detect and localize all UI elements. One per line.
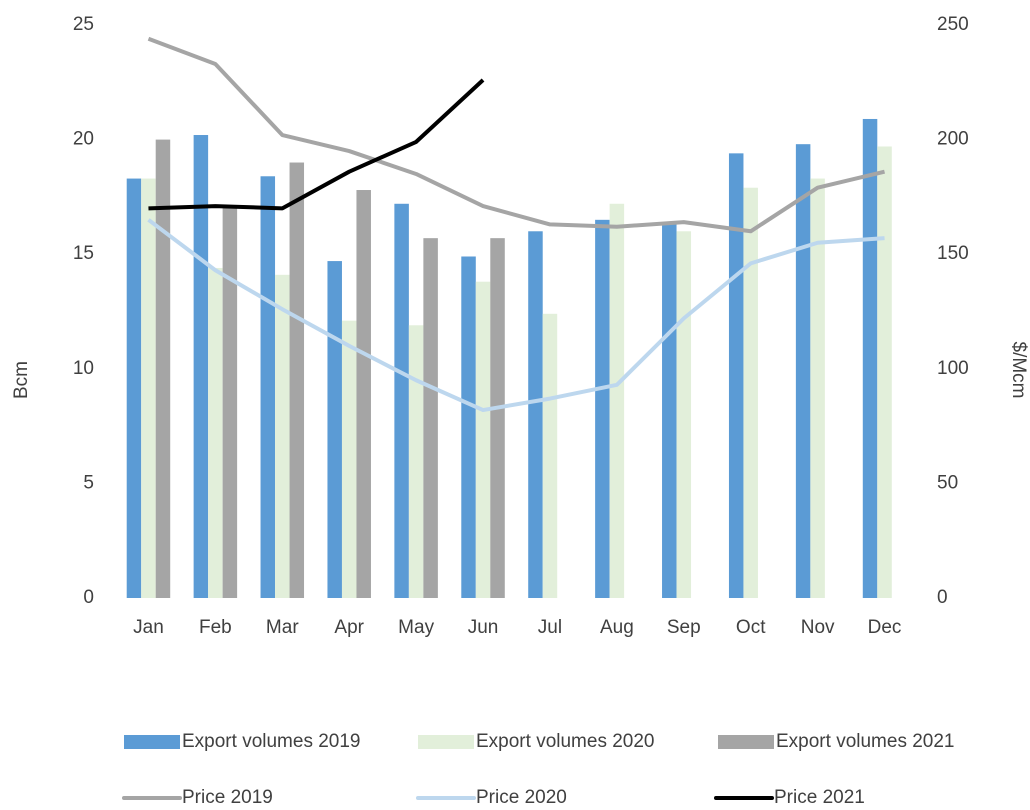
bar: [394, 203, 409, 598]
line: [147, 218, 885, 413]
bar: [289, 162, 305, 598]
x-tick-label: Aug: [600, 617, 634, 638]
bar: [490, 238, 505, 598]
bar: [595, 219, 610, 598]
bar: [877, 146, 892, 598]
y2-tick-label: 0: [937, 587, 948, 608]
bar: [327, 261, 342, 598]
bar: [743, 187, 758, 598]
bar: [810, 178, 825, 598]
bar: [408, 325, 424, 598]
y-tick-label: 25: [73, 14, 94, 35]
y2-tick-label: 150: [937, 243, 969, 264]
bar: [141, 178, 156, 598]
x-tick-label: Jun: [468, 617, 499, 638]
legend-label: Price 2019: [182, 787, 273, 808]
y-tick-label: 0: [83, 587, 94, 608]
bar: [155, 139, 171, 598]
legend-label: Export volumes 2019: [182, 731, 361, 752]
bar: [208, 267, 223, 598]
bar: [795, 144, 811, 598]
legend-swatch: [124, 735, 180, 749]
y2-tick-label: 200: [937, 129, 969, 150]
bar: [676, 231, 692, 598]
x-tick-label: Jul: [538, 617, 562, 638]
legend-swatch: [418, 735, 474, 749]
y2-tick-label: 100: [937, 358, 969, 379]
x-tick-label: Dec: [868, 617, 902, 638]
y-tick-label: 10: [73, 358, 94, 379]
legend-label: Export volumes 2020: [476, 731, 655, 752]
y2-axis-label: $/Mcm: [1008, 342, 1029, 399]
bar: [341, 320, 357, 598]
y-tick-label: 15: [73, 243, 94, 264]
bar: [126, 178, 142, 598]
bar: [728, 153, 744, 599]
bar: [222, 206, 238, 598]
legend-label: Export volumes 2021: [776, 731, 955, 752]
x-tick-label: Apr: [334, 617, 364, 638]
bar: [542, 313, 558, 598]
x-tick-label: May: [398, 617, 434, 638]
line: [148, 78, 485, 211]
x-tick-label: Mar: [266, 617, 299, 638]
y-tick-label: 20: [73, 129, 94, 150]
bar: [275, 274, 290, 598]
legend-swatch: [718, 735, 774, 749]
y-tick-label: 5: [83, 472, 94, 493]
bar: [662, 224, 677, 599]
x-tick-label: Oct: [736, 617, 766, 638]
y2-tick-label: 50: [937, 472, 958, 493]
bar: [862, 118, 878, 599]
bar: [356, 190, 371, 599]
bar: [260, 176, 276, 598]
legend-label: Price 2021: [774, 787, 865, 808]
y-axis-label: Bcm: [11, 361, 32, 399]
y2-tick-label: 250: [937, 14, 969, 35]
x-tick-label: Feb: [199, 617, 232, 638]
bar: [461, 256, 476, 598]
bar: [193, 135, 209, 599]
bar: [475, 281, 491, 598]
legend-label: Price 2020: [476, 787, 567, 808]
bar: [423, 238, 438, 598]
x-tick-label: Jan: [133, 617, 164, 638]
bar: [528, 231, 543, 598]
line: [147, 36, 886, 234]
x-tick-label: Sep: [667, 617, 701, 638]
x-tick-label: Nov: [801, 617, 835, 638]
bar: [609, 203, 625, 598]
